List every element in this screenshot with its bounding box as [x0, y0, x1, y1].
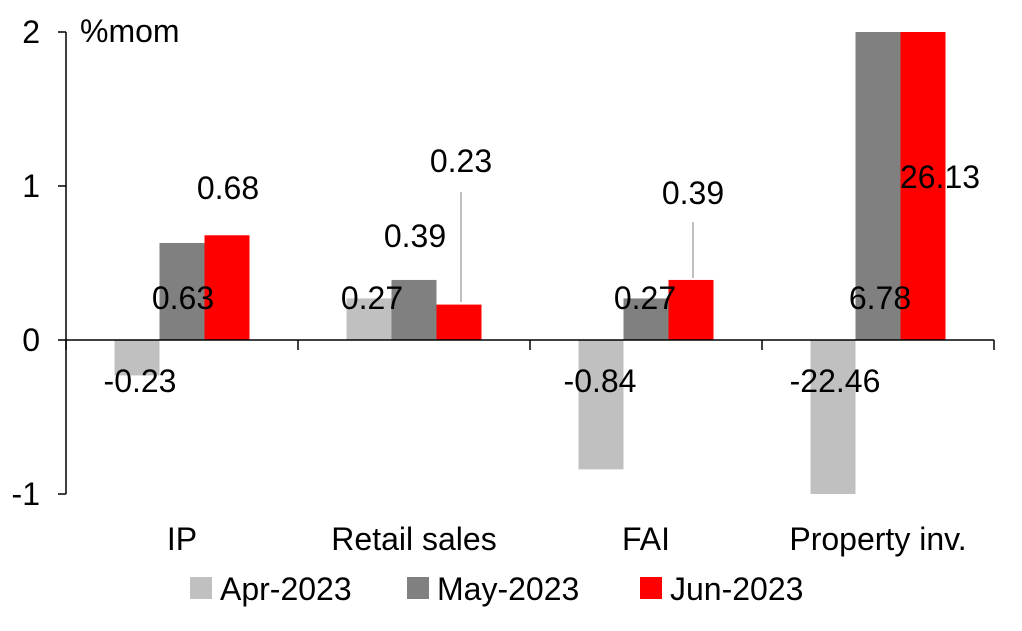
- bar-may-2023-1: [391, 279, 437, 340]
- x-category-label: Property inv.: [789, 521, 966, 557]
- y-tick-label: 2: [22, 14, 40, 50]
- data-label: -22.46: [790, 363, 881, 399]
- y-tick-label: 0: [22, 322, 40, 358]
- y-unit-label: %mom: [80, 13, 180, 49]
- legend: Apr-2023 May-2023 Jun-2023: [190, 571, 803, 607]
- leader-lines-layer: [460, 192, 694, 302]
- x-category-label: Retail sales: [331, 521, 496, 557]
- data-label: 0.39: [384, 218, 446, 254]
- bar-apr-2023-2: [578, 340, 624, 470]
- y-tick-label: -1: [12, 476, 40, 512]
- bar-jun-2023-3: [900, 32, 946, 340]
- data-labels-layer: -0.23 0.27 -0.84 -22.46 0.63 0.39 0.27 6.78 0.68…: [104, 143, 981, 399]
- data-label: -0.23: [104, 363, 177, 399]
- legend-label: Apr-2023: [220, 571, 352, 607]
- data-label: 0.68: [197, 170, 259, 206]
- bar-apr-2023-0: [114, 340, 160, 376]
- x-category-label: IP: [167, 521, 197, 557]
- legend-swatch-may-2023: [407, 577, 429, 599]
- bar-jun-2023-0: [204, 235, 250, 340]
- data-label: 6.78: [849, 280, 911, 316]
- data-label: 0.27: [341, 280, 403, 316]
- data-label: 0.23: [430, 143, 492, 179]
- legend-swatch-apr-2023: [190, 577, 212, 599]
- legend-swatch-jun-2023: [640, 577, 662, 599]
- bar-apr-2023-1: [346, 298, 392, 340]
- data-label: 26.13: [900, 159, 980, 195]
- bar-jun-2023-2: [668, 279, 714, 340]
- bar-apr-2023-3: [810, 340, 856, 494]
- legend-label: Jun-2023: [670, 571, 803, 607]
- y-tick-label: 1: [22, 168, 40, 204]
- bars-layer: [114, 32, 946, 494]
- bar-may-2023-2: [623, 298, 669, 340]
- legend-label: May-2023: [437, 571, 579, 607]
- x-category-label: FAI: [622, 521, 670, 557]
- data-label: 0.63: [152, 280, 214, 316]
- bar-may-2023-0: [159, 242, 205, 340]
- data-label: 0.27: [614, 280, 676, 316]
- axes-layer: -1 0 1 2 IP Retail sales FAI Property inv.: [12, 14, 995, 557]
- data-label: 0.39: [662, 175, 724, 211]
- bar-may-2023-3: [855, 32, 901, 340]
- bar-jun-2023-1: [436, 304, 482, 340]
- data-label: -0.84: [564, 363, 637, 399]
